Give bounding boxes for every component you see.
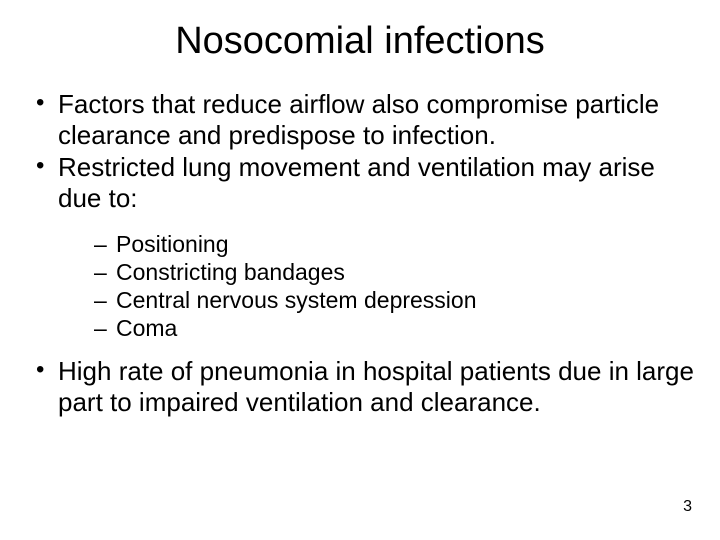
bullet-list-level2: Positioning Constricting bandages Centra… (58, 230, 696, 342)
sub-bullet-text: Central nervous system depression (116, 287, 477, 313)
bullet-item: High rate of pneumonia in hospital patie… (32, 356, 696, 417)
slide-container: Nosocomial infections Factors that reduc… (0, 0, 720, 540)
sub-bullet-text: Positioning (116, 231, 229, 257)
bullet-text: Factors that reduce airflow also comprom… (58, 89, 659, 150)
sub-bullet-item: Constricting bandages (94, 258, 696, 286)
slide-title: Nosocomial infections (24, 20, 696, 63)
bullet-text: High rate of pneumonia in hospital patie… (58, 356, 694, 417)
bullet-item: Restricted lung movement and ventilation… (32, 152, 696, 342)
page-number: 3 (683, 498, 692, 516)
bullet-list-level1: Factors that reduce airflow also comprom… (24, 89, 696, 417)
sub-bullet-text: Constricting bandages (116, 259, 345, 285)
sub-bullet-item: Coma (94, 314, 696, 342)
bullet-text: Restricted lung movement and ventilation… (58, 152, 655, 213)
sub-bullet-text: Coma (116, 315, 177, 341)
bullet-item: Factors that reduce airflow also comprom… (32, 89, 696, 150)
sub-bullet-item: Positioning (94, 230, 696, 258)
sub-bullet-item: Central nervous system depression (94, 286, 696, 314)
